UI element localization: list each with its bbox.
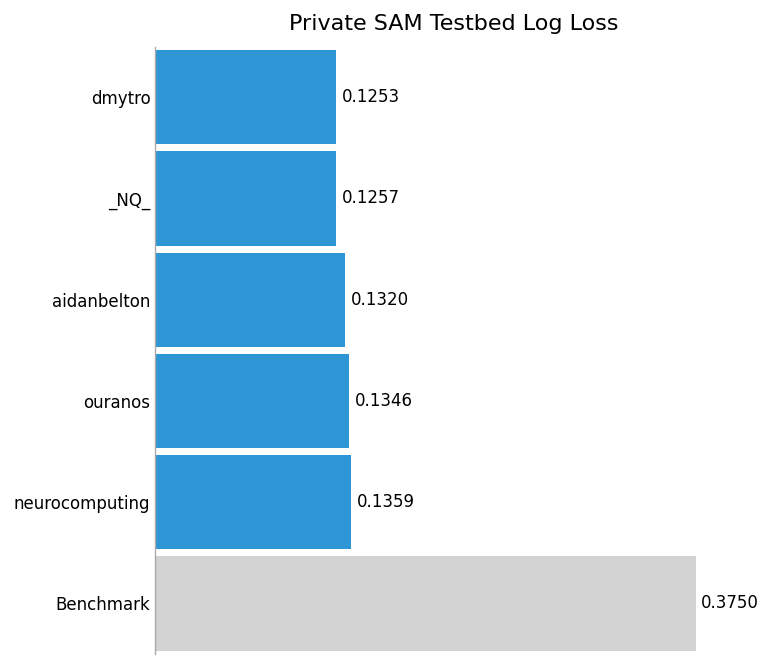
- Text: 0.1320: 0.1320: [351, 291, 410, 309]
- Text: 0.1359: 0.1359: [357, 493, 415, 511]
- Bar: [155, 556, 696, 651]
- Bar: [155, 354, 349, 448]
- Bar: [155, 152, 336, 246]
- Text: 0.1346: 0.1346: [355, 392, 413, 410]
- Bar: [155, 455, 351, 549]
- Title: Private SAM Testbed Log Loss: Private SAM Testbed Log Loss: [289, 14, 619, 34]
- Bar: [155, 50, 335, 144]
- Text: 0.3750: 0.3750: [701, 595, 759, 613]
- Bar: [155, 253, 346, 347]
- Text: 0.1253: 0.1253: [342, 88, 400, 106]
- Text: 0.1257: 0.1257: [342, 190, 400, 208]
